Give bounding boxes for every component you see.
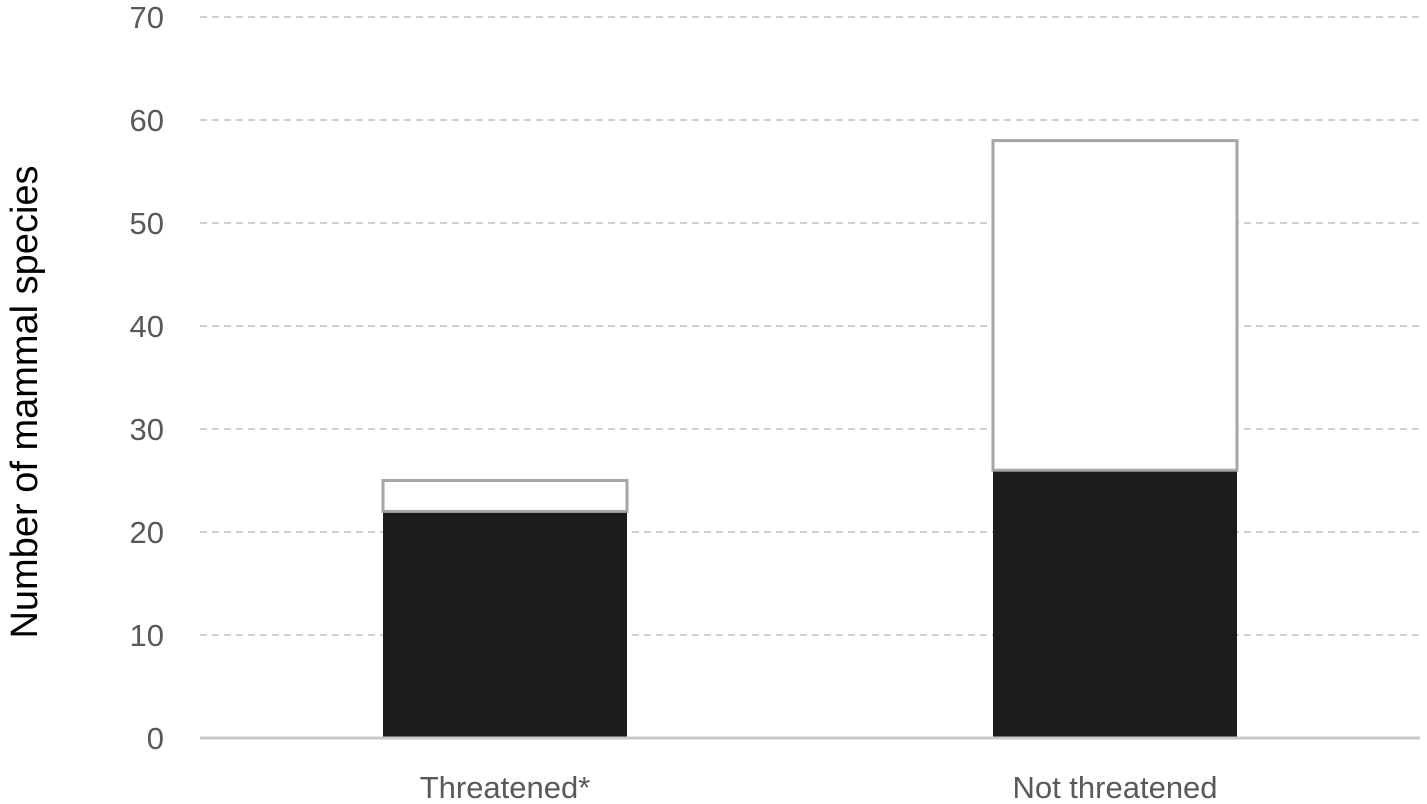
bar-segment [383,511,627,738]
x-category-label: Threatened* [420,770,591,804]
bar-segment [991,139,1239,472]
y-tick-label: 20 [130,515,164,550]
bars [381,139,1239,738]
y-tick-label: 30 [130,412,164,447]
y-tick-label: 10 [130,618,164,653]
bar-segment [381,479,629,513]
y-tick-label: 50 [130,206,164,241]
axes: 0 10 20 30 40 50 60 70 Threatened* Not threatened [130,0,1420,804]
y-tick-label: 70 [130,0,164,35]
bar-segment [993,470,1237,738]
x-category-label: Not threatened [1012,770,1217,804]
y-tick-label: 0 [147,721,164,756]
y-tick-label: 40 [130,309,164,344]
y-tick-label: 60 [130,103,164,138]
y-axis-title: Number of mammal species [4,165,46,638]
